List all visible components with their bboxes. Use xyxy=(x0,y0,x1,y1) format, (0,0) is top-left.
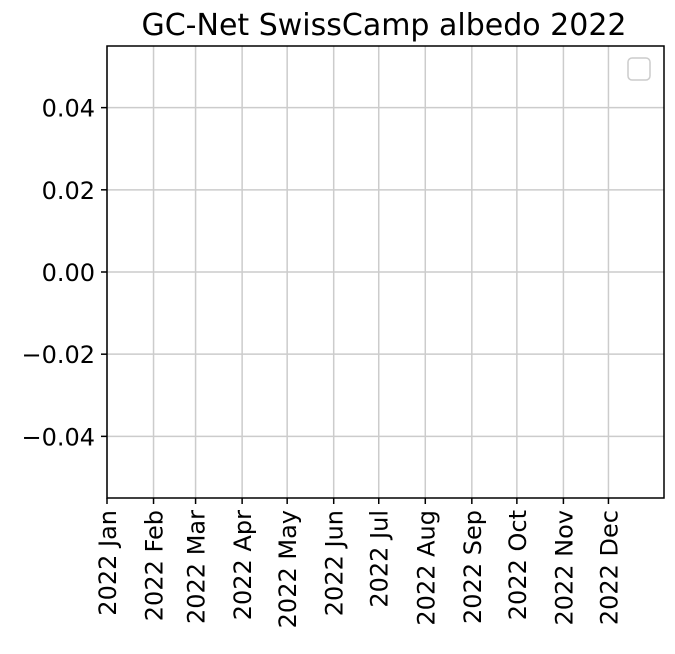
x-tick-label: 2022 Feb xyxy=(141,510,169,621)
x-tick-label: 2022 May xyxy=(274,510,302,628)
y-tick-label: −0.04 xyxy=(21,423,95,451)
x-tick-label: 2022 Jun xyxy=(321,510,349,616)
y-axis: 0.04 0.02 0.00 −0.02 −0.04 xyxy=(21,95,107,451)
x-tick-label: 2022 Oct xyxy=(504,510,532,620)
x-tick-label: 2022 Mar xyxy=(183,510,211,624)
y-tick-label: 0.02 xyxy=(42,177,95,205)
x-tick-label: 2022 Aug xyxy=(412,510,440,626)
grid-lines xyxy=(106,46,664,498)
y-tick-label: 0.04 xyxy=(42,95,95,123)
x-tick-label: 2022 Sep xyxy=(459,510,487,624)
y-tick-label: 0.00 xyxy=(42,259,95,287)
x-tick-label: 2022 Nov xyxy=(550,510,578,626)
x-tick-label: 2022 Jan xyxy=(94,510,122,616)
x-tick-label: 2022 Apr xyxy=(229,510,257,620)
x-tick-label: 2022 Jul xyxy=(366,510,394,608)
legend-box xyxy=(627,57,651,81)
y-tick-label: −0.02 xyxy=(21,341,95,369)
chart-title: GC-Net SwissCamp albedo 2022 xyxy=(141,8,626,43)
x-tick-label: 2022 Dec xyxy=(595,510,623,625)
x-axis: 2022 Jan 2022 Feb 2022 Mar 2022 Apr 2022 May… xyxy=(94,498,623,628)
